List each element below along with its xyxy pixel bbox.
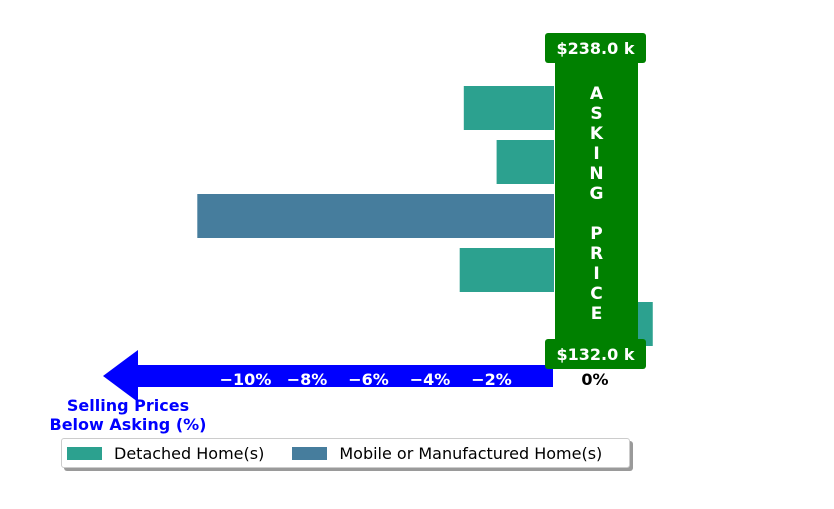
bar-2	[496, 140, 554, 184]
x-tick-label: −10%	[220, 370, 272, 389]
bars-layer	[197, 86, 653, 346]
below-asking-arrow	[103, 350, 553, 402]
arrow-head	[103, 350, 138, 402]
bar-4	[459, 248, 554, 292]
x-tick-labels: −10% −8% −6% −4% −2% 0%	[220, 370, 609, 389]
price-low-label: $132.0 k	[545, 339, 646, 369]
legend-item-detached: Detached Home(s)	[67, 444, 264, 463]
legend-item-mobile: Mobile or Manufactured Home(s)	[292, 444, 602, 463]
asking-price-band	[555, 47, 638, 354]
x-tick-label: −8%	[287, 370, 328, 389]
legend-swatch-detached	[67, 446, 102, 460]
bar-3	[197, 194, 555, 238]
x-tick-label: −4%	[410, 370, 451, 389]
x-tick-label: −2%	[471, 370, 512, 389]
bar-5	[638, 302, 653, 346]
x-axis-label: Selling Prices Below Asking (%)	[49, 396, 207, 434]
asking-price-label: A S K I N G P R I C E	[589, 84, 604, 324]
x-tick-label: −6%	[348, 370, 389, 389]
legend-label-detached: Detached Home(s)	[114, 443, 265, 463]
legend-swatch-mobile	[292, 446, 328, 460]
legend: Detached Home(s) Mobile or Manufactured …	[61, 438, 630, 468]
arrow-shaft	[137, 365, 553, 387]
legend-label-mobile: Mobile or Manufactured Home(s)	[339, 443, 603, 463]
x-tick-label: 0%	[581, 370, 608, 389]
price-high-label: $238.0 k	[545, 33, 646, 63]
bar-1	[463, 86, 554, 130]
